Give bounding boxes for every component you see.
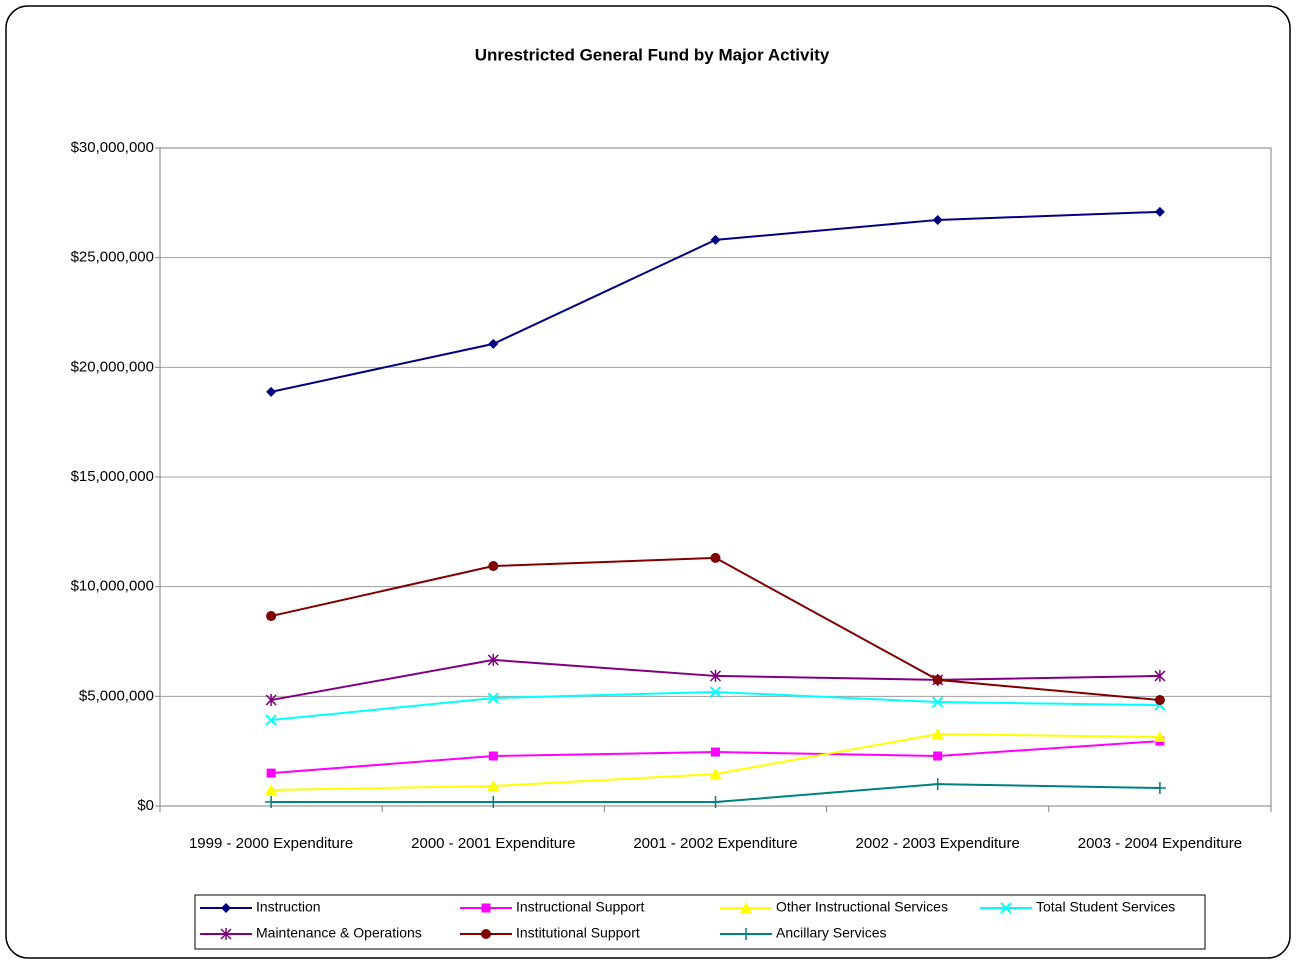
y-tick-label: $0 xyxy=(137,797,154,814)
marker xyxy=(265,783,278,795)
marker xyxy=(221,903,231,913)
marker xyxy=(266,611,277,622)
series xyxy=(265,728,1166,795)
legend-label: Instruction xyxy=(256,899,321,915)
marker xyxy=(488,751,498,761)
marker xyxy=(220,928,232,940)
y-tick-label: $5,000,000 xyxy=(79,687,154,704)
marker xyxy=(1153,782,1166,795)
marker xyxy=(265,694,277,707)
y-tick-label: $30,000,000 xyxy=(71,139,154,156)
legend-label: Maintenance & Operations xyxy=(256,925,422,941)
x-tick-label: 2001 - 2002 Expenditure xyxy=(633,835,797,852)
legend-label: Other Instructional Services xyxy=(776,899,948,915)
legend-label: Ancillary Services xyxy=(776,925,886,941)
legend-item: Instruction xyxy=(200,899,321,915)
marker xyxy=(481,903,491,913)
legend-item: Maintenance & Operations xyxy=(200,925,422,941)
marker xyxy=(710,552,721,563)
legend-box xyxy=(194,894,1206,950)
legend-item: Other Instructional Services xyxy=(720,899,948,915)
marker xyxy=(709,796,722,809)
marker xyxy=(1000,902,1012,914)
marker xyxy=(1154,206,1165,217)
legend-item: Instructional Support xyxy=(460,899,645,915)
marker xyxy=(487,796,500,809)
legend-item: Institutional Support xyxy=(460,925,640,941)
series xyxy=(266,206,1165,397)
chart-border xyxy=(5,5,1291,959)
marker xyxy=(1154,669,1166,682)
marker xyxy=(266,386,277,397)
series xyxy=(266,552,1165,706)
marker xyxy=(933,751,943,761)
marker xyxy=(487,780,500,792)
y-tick-label: $25,000,000 xyxy=(71,249,154,266)
chart-title: Unrestricted General Fund by Major Activ… xyxy=(475,45,830,64)
marker xyxy=(709,669,722,682)
x-tick-label: 1999 - 2000 Expenditure xyxy=(189,835,353,852)
y-tick-label: $15,000,000 xyxy=(71,468,154,485)
marker xyxy=(488,338,499,349)
legend-label: Total Student Services xyxy=(1036,899,1175,915)
marker xyxy=(487,692,500,704)
legend-label: Instructional Support xyxy=(516,899,645,915)
y-tick-label: $10,000,000 xyxy=(71,578,154,595)
marker xyxy=(711,747,720,757)
marker xyxy=(265,714,277,726)
series xyxy=(265,778,1166,809)
x-tick-label: 2002 - 2003 Expenditure xyxy=(856,835,1020,852)
x-tick-label: 2003 - 2004 Expenditure xyxy=(1078,835,1242,852)
marker xyxy=(710,234,721,245)
x-tick-label: 2000 - 2001 Expenditure xyxy=(411,835,575,852)
marker xyxy=(1154,695,1165,706)
series xyxy=(265,686,1166,726)
marker xyxy=(709,686,722,698)
legend-label: Institutional Support xyxy=(516,925,640,941)
marker xyxy=(488,561,499,572)
marker xyxy=(1153,730,1166,742)
marker xyxy=(932,214,943,225)
marker xyxy=(487,653,499,666)
y-tick-label: $20,000,000 xyxy=(71,358,154,375)
marker xyxy=(481,929,491,939)
marker xyxy=(740,928,752,940)
marker xyxy=(932,674,943,685)
marker xyxy=(709,767,722,779)
legend-item: Total Student Services xyxy=(980,899,1175,915)
marker xyxy=(931,696,944,708)
marker xyxy=(740,902,752,913)
series xyxy=(265,653,1166,707)
legend-item: Ancillary Services xyxy=(720,925,886,941)
marker xyxy=(266,768,276,778)
marker xyxy=(931,728,944,740)
marker xyxy=(931,778,944,791)
marker xyxy=(265,796,278,809)
